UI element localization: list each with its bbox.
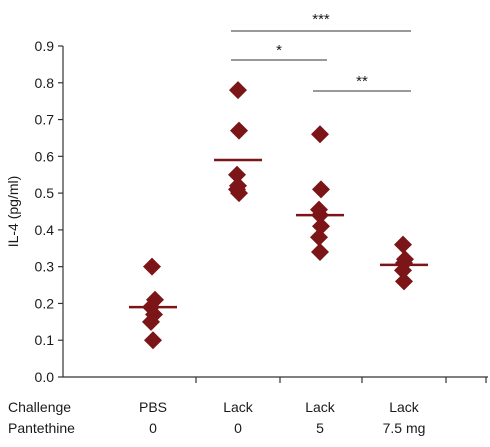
data-point xyxy=(228,165,246,184)
data-point xyxy=(311,125,329,144)
row-header-challenge: Challenge xyxy=(8,399,71,415)
y-tick-label: 0.7 xyxy=(35,112,55,128)
category-label-challenge: Lack xyxy=(223,399,254,415)
significance-label: ** xyxy=(356,73,368,90)
y-tick-label: 0.8 xyxy=(35,75,55,91)
data-point xyxy=(143,257,161,276)
category-label-challenge: Lack xyxy=(305,399,336,415)
category-label-pantethine: 0 xyxy=(149,420,157,436)
category-label-pantethine: 7.5 mg xyxy=(383,420,426,436)
data-point xyxy=(142,312,160,331)
data-point xyxy=(229,81,247,100)
data-point xyxy=(230,184,248,203)
data-point xyxy=(312,217,330,236)
y-tick-label: 0.4 xyxy=(35,222,55,238)
row-header-pantethine: Pantethine xyxy=(8,420,75,436)
category-label-challenge: PBS xyxy=(139,399,167,415)
data-point xyxy=(394,235,412,254)
data-point xyxy=(395,272,413,291)
y-tick-label: 0.0 xyxy=(35,369,55,385)
data-point xyxy=(312,180,330,199)
category-label-challenge: Lack xyxy=(389,399,420,415)
data-point xyxy=(230,121,248,140)
significance-label: *** xyxy=(312,11,330,28)
data-point xyxy=(311,242,329,261)
category-label-pantethine: 5 xyxy=(316,420,324,436)
y-tick-label: 0.9 xyxy=(35,38,55,54)
data-point xyxy=(144,331,162,350)
y-axis-title: IL-4 (pg/ml) xyxy=(5,176,21,248)
y-tick-label: 0.2 xyxy=(35,295,55,311)
y-tick-label: 0.1 xyxy=(35,332,55,348)
y-tick-label: 0.3 xyxy=(35,259,55,275)
category-label-pantethine: 0 xyxy=(234,420,242,436)
significance-label: * xyxy=(276,42,282,59)
y-tick-label: 0.5 xyxy=(35,185,55,201)
y-tick-label: 0.6 xyxy=(35,148,55,164)
data-point xyxy=(310,228,328,247)
